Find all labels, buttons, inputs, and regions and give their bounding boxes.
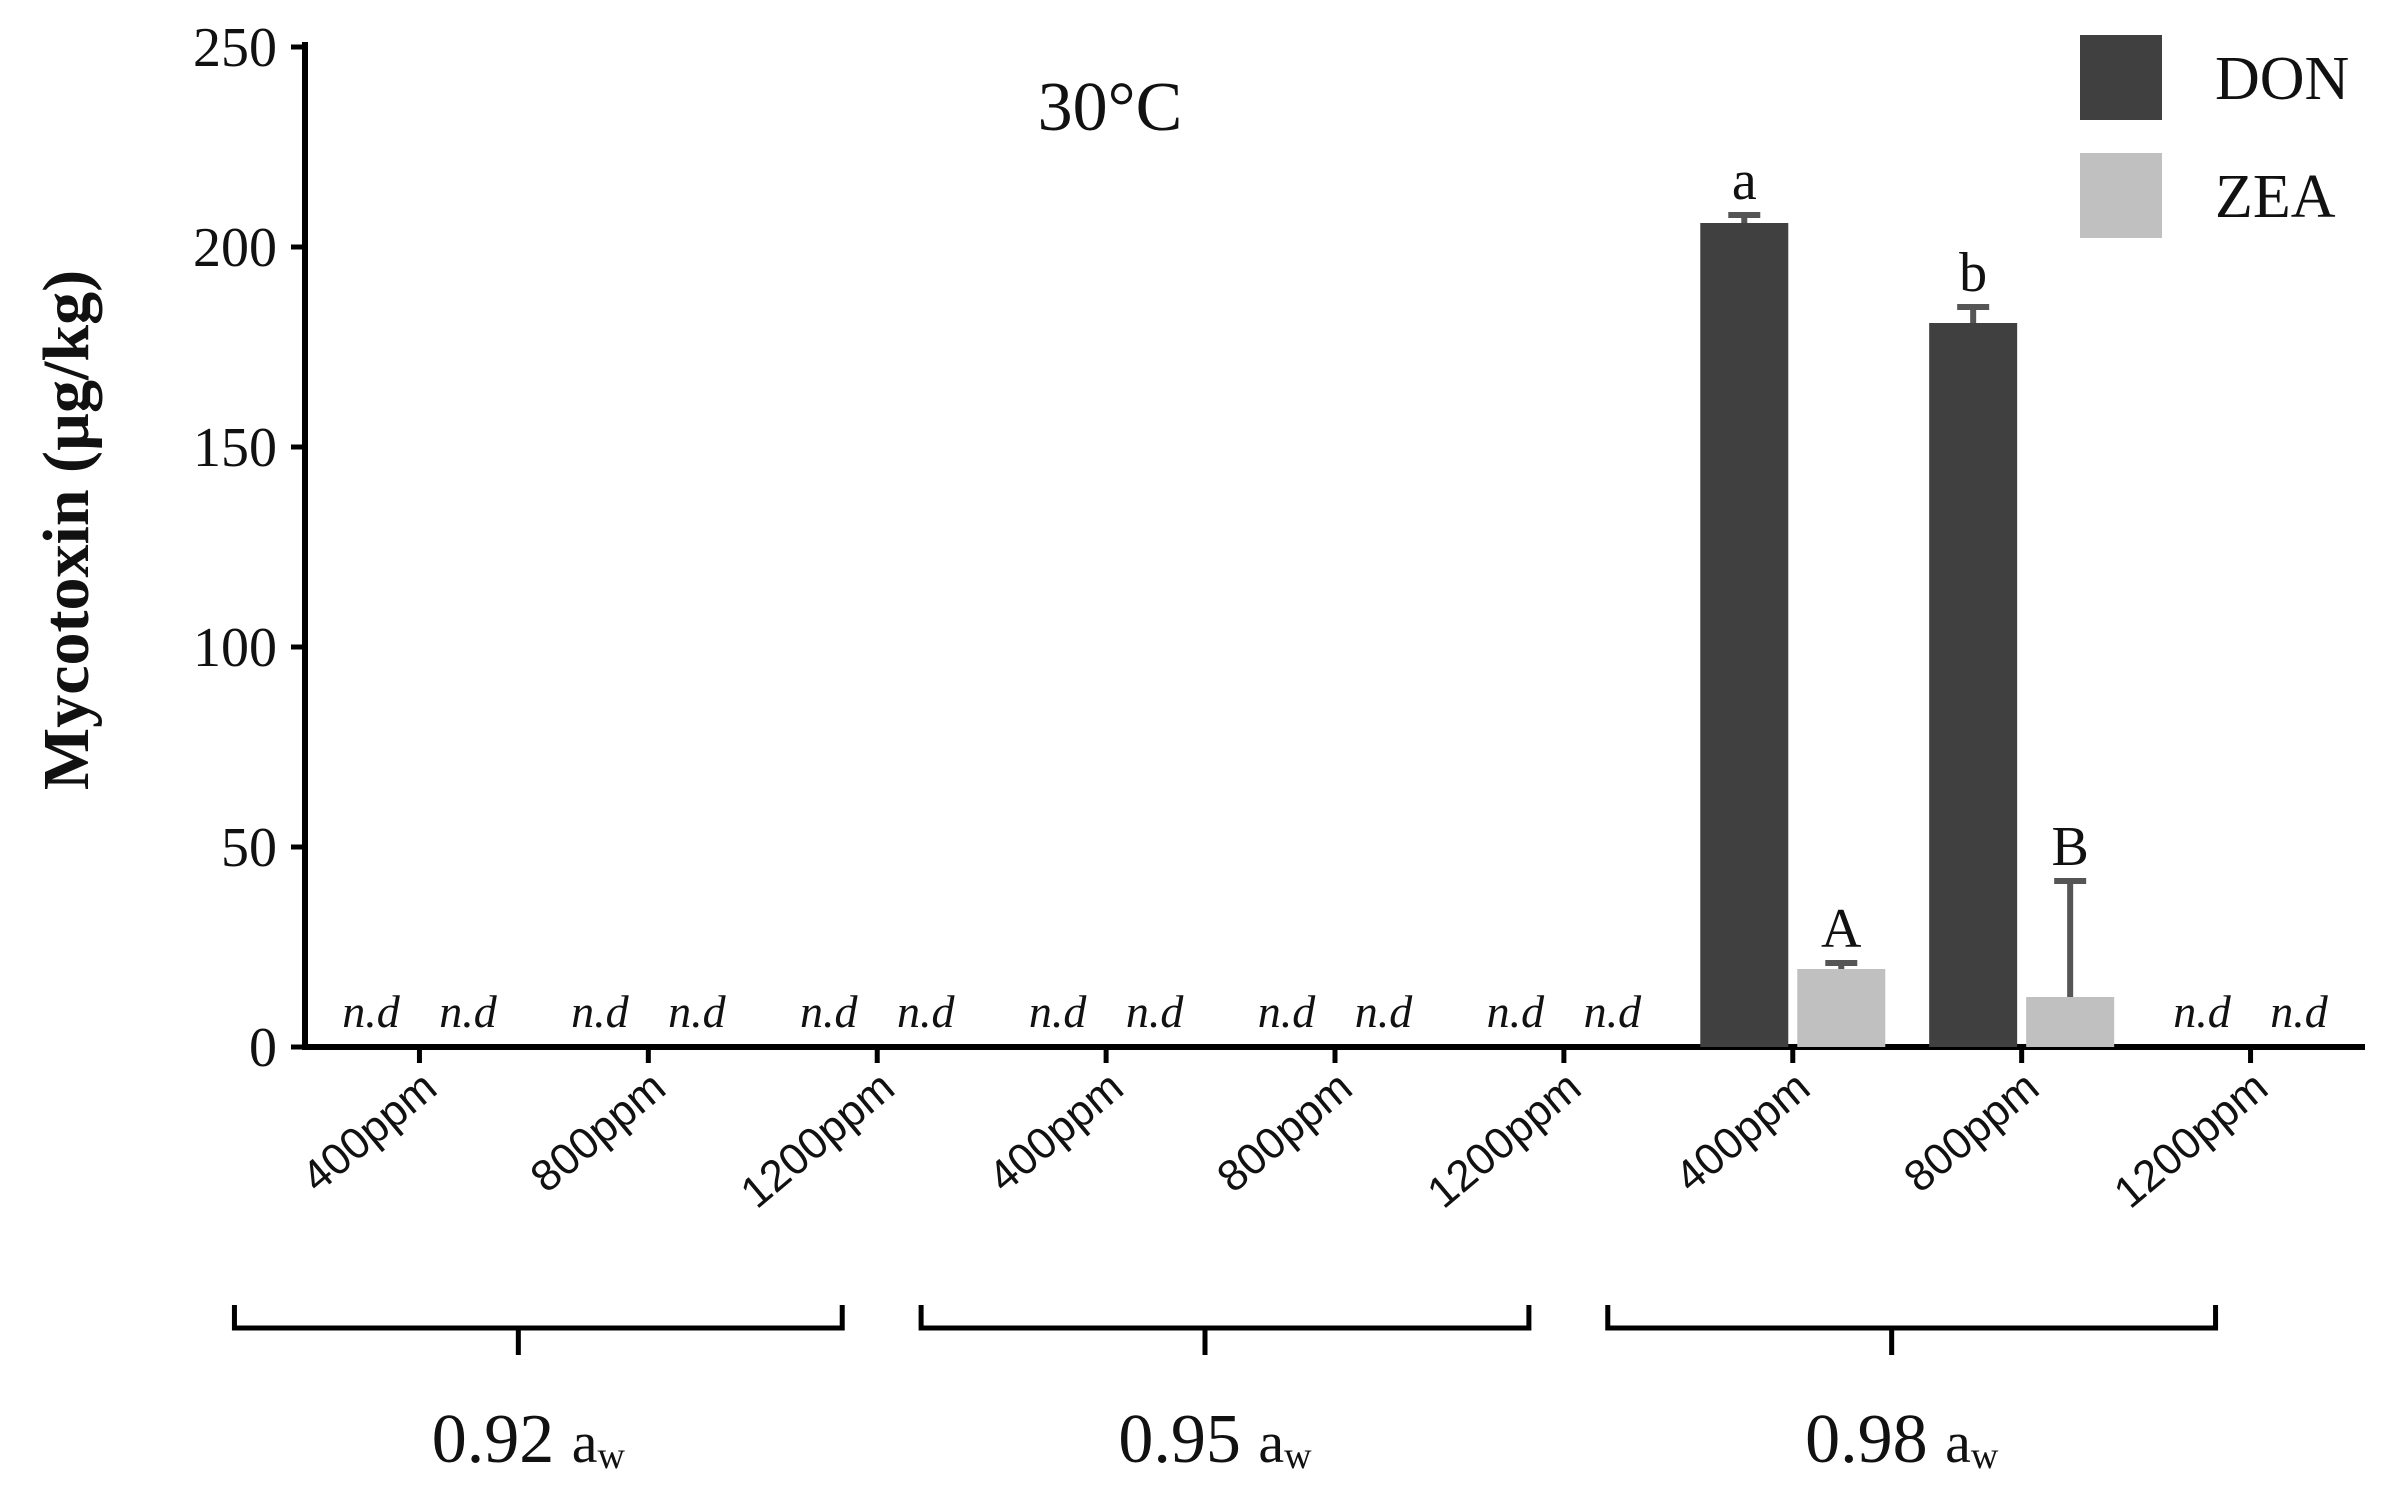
not-detected-label: n.d: [1126, 986, 1185, 1037]
category-label: 400ppm: [979, 1062, 1132, 1202]
y-axis-label: Mycotoxin (µg/kg): [30, 270, 103, 790]
not-detected-label: n.d: [342, 986, 401, 1037]
not-detected-label: n.d: [571, 986, 630, 1037]
bar-zea: [2026, 997, 2115, 1047]
y-tick-label: 0: [249, 1017, 277, 1079]
not-detected-label: n.d: [1584, 986, 1643, 1037]
y-tick-label: 150: [193, 417, 277, 479]
category-label: 800ppm: [1208, 1062, 1361, 1202]
chart-title: 30°C: [1038, 69, 1183, 146]
group-bracket: [1605, 1305, 2219, 1355]
not-detected-label: n.d: [2270, 986, 2329, 1037]
significance-label: B: [2051, 816, 2088, 878]
y-tick-label: 250: [193, 17, 277, 79]
y-axis-ticks: 0 50 100 150 200 250: [193, 17, 305, 1079]
not-detected-label: n.d: [439, 986, 498, 1037]
not-detected-label: n.d: [1487, 986, 1546, 1037]
legend-label-don: DON: [2215, 45, 2349, 113]
not-detected-label: n.d: [2173, 986, 2232, 1037]
category-label: 800ppm: [521, 1062, 674, 1202]
not-detected-label: n.d: [1029, 986, 1088, 1037]
bar-don: [1700, 223, 1789, 1047]
group-label: 0.92 aw: [432, 1401, 626, 1478]
category-label: 1200ppm: [732, 1062, 904, 1217]
not-detected-label: n.d: [1258, 986, 1317, 1037]
group-bracket: [231, 1305, 845, 1355]
bars: n.d n.d n.d n.d n.d n.d a b n.d n.d n.d n.d n.d n.d n.…: [342, 150, 2329, 1047]
not-detected-label: n.d: [668, 986, 727, 1037]
category-label: 800ppm: [1895, 1062, 2048, 1202]
group-brackets: 0.92 aw 0.95 aw 0.98 aw: [231, 1305, 2219, 1478]
group-bracket: [918, 1305, 1532, 1355]
category-label: 1200ppm: [1418, 1062, 1590, 1217]
legend-swatch-zea: [2080, 153, 2162, 238]
not-detected-label: n.d: [800, 986, 859, 1037]
y-tick-label: 100: [193, 617, 277, 679]
category-label: 1200ppm: [2105, 1062, 2277, 1217]
category-label: 400ppm: [1666, 1062, 1819, 1202]
category-label: 400ppm: [293, 1062, 446, 1202]
legend: DON ZEA: [2080, 35, 2349, 238]
group-label: 0.95 aw: [1118, 1401, 1312, 1478]
legend-label-zea: ZEA: [2215, 163, 2336, 231]
significance-label: A: [1821, 898, 1862, 960]
not-detected-label: n.d: [1355, 986, 1414, 1037]
y-tick-label: 50: [221, 817, 277, 879]
not-detected-label: n.d: [897, 986, 956, 1037]
bar-don: [1929, 323, 2018, 1047]
y-tick-label: 200: [193, 217, 277, 279]
significance-label: a: [1732, 150, 1757, 212]
legend-swatch-don: [2080, 35, 2162, 120]
axes: [302, 42, 2365, 1063]
category-labels: 400ppm 800ppm 1200ppm 400ppm 800ppm 1200ppm 40…: [293, 1062, 2277, 1217]
bar-zea: [1797, 969, 1886, 1047]
group-label: 0.98 aw: [1805, 1401, 1999, 1478]
significance-label: b: [1959, 242, 1987, 304]
